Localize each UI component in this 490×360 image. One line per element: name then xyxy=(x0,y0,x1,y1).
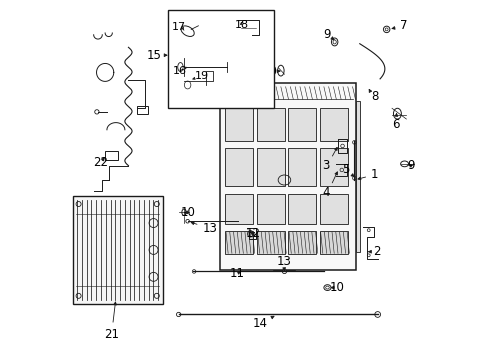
Bar xyxy=(225,148,253,186)
Bar xyxy=(289,108,317,140)
Bar xyxy=(220,83,356,270)
Text: 13: 13 xyxy=(276,255,291,271)
Text: 5: 5 xyxy=(343,163,355,177)
Text: 10: 10 xyxy=(329,281,344,294)
Text: 18: 18 xyxy=(234,20,248,30)
Bar xyxy=(320,148,348,186)
Bar xyxy=(320,108,348,140)
Text: 13: 13 xyxy=(191,222,217,235)
Text: 10: 10 xyxy=(180,206,195,219)
Bar xyxy=(289,194,317,224)
Text: 7: 7 xyxy=(392,19,408,32)
Bar xyxy=(356,101,360,252)
Ellipse shape xyxy=(324,285,331,291)
Bar xyxy=(225,231,253,254)
Bar xyxy=(225,108,253,140)
Text: 2: 2 xyxy=(368,245,381,258)
Text: 11: 11 xyxy=(230,267,245,280)
Text: 22: 22 xyxy=(93,156,108,169)
Bar xyxy=(320,194,348,224)
Text: 21: 21 xyxy=(104,302,119,341)
Bar xyxy=(225,194,253,224)
Text: 3: 3 xyxy=(322,159,330,172)
Text: 1: 1 xyxy=(358,168,379,181)
Text: 4: 4 xyxy=(322,186,330,199)
Ellipse shape xyxy=(186,220,190,223)
Bar xyxy=(257,231,285,254)
Bar xyxy=(257,108,285,140)
Text: 9: 9 xyxy=(407,159,415,172)
Text: 6: 6 xyxy=(392,113,399,131)
Bar xyxy=(137,107,148,114)
Bar xyxy=(289,148,317,186)
Bar xyxy=(320,231,348,254)
Text: 19: 19 xyxy=(195,71,209,81)
Bar xyxy=(257,194,285,224)
Text: 15: 15 xyxy=(147,49,162,62)
Ellipse shape xyxy=(176,312,181,317)
Text: 14: 14 xyxy=(253,316,274,330)
Bar xyxy=(257,148,285,186)
Text: 12: 12 xyxy=(245,227,260,240)
Bar xyxy=(168,10,274,108)
Text: 9: 9 xyxy=(324,28,334,41)
Ellipse shape xyxy=(192,270,196,273)
Bar xyxy=(105,151,118,160)
Text: 16: 16 xyxy=(173,66,187,76)
Ellipse shape xyxy=(282,269,287,274)
Text: 8: 8 xyxy=(371,90,378,103)
Bar xyxy=(73,196,163,304)
Ellipse shape xyxy=(375,312,381,318)
Text: 20: 20 xyxy=(262,65,280,78)
Text: 17: 17 xyxy=(172,22,186,32)
Bar xyxy=(289,231,317,254)
